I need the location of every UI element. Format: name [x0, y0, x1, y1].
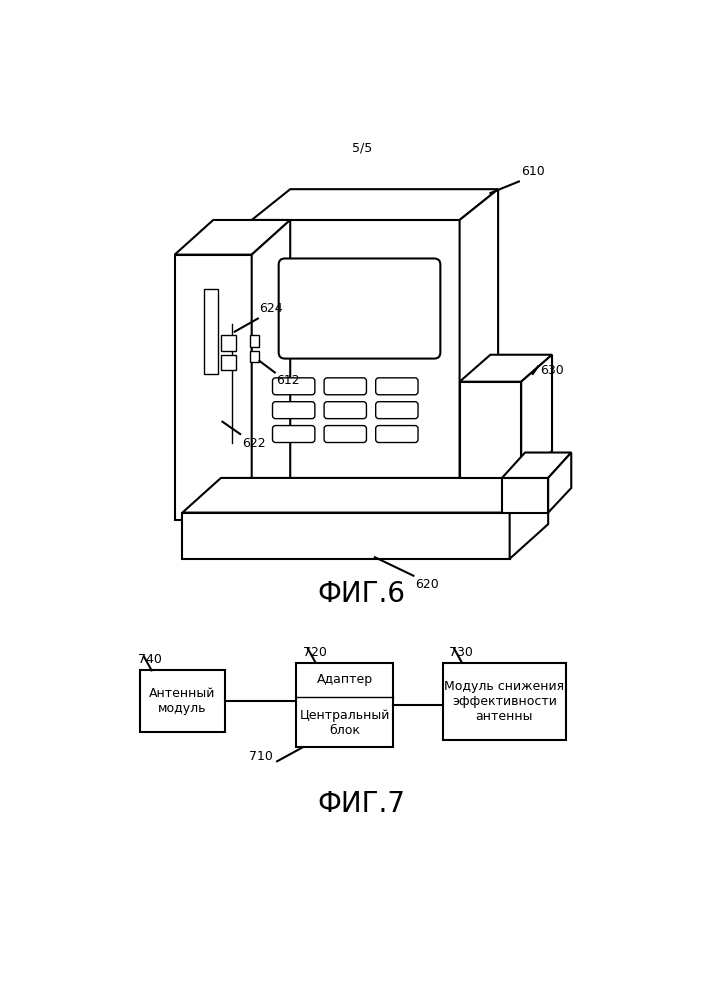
Text: ФИГ.7: ФИГ.7	[318, 790, 406, 818]
FancyBboxPatch shape	[324, 402, 366, 419]
Text: 730: 730	[449, 645, 473, 658]
Text: Центральный
блок: Центральный блок	[299, 708, 390, 737]
Text: ФИГ.6: ФИГ.6	[318, 580, 406, 608]
Polygon shape	[252, 189, 498, 220]
Text: Модуль снижения
эффективности
антенны: Модуль снижения эффективности антенны	[444, 679, 564, 722]
Bar	[221, 355, 237, 371]
Text: 710: 710	[249, 750, 273, 763]
FancyBboxPatch shape	[324, 378, 366, 395]
Polygon shape	[252, 220, 290, 512]
FancyBboxPatch shape	[376, 402, 418, 419]
Text: Антенный
модуль: Антенный модуль	[149, 687, 215, 715]
Polygon shape	[182, 478, 548, 512]
Polygon shape	[460, 355, 552, 382]
Polygon shape	[510, 478, 548, 558]
Bar	[250, 351, 259, 363]
Bar	[297, 662, 393, 747]
Text: Адаптер: Адаптер	[316, 673, 373, 686]
FancyBboxPatch shape	[273, 378, 315, 395]
Text: 620: 620	[415, 578, 438, 591]
Polygon shape	[182, 512, 510, 558]
FancyBboxPatch shape	[376, 378, 418, 395]
Polygon shape	[252, 220, 460, 512]
Text: 5/5: 5/5	[352, 142, 372, 155]
Text: 630: 630	[539, 364, 563, 377]
Bar	[250, 336, 259, 347]
FancyBboxPatch shape	[324, 426, 366, 443]
Polygon shape	[460, 189, 498, 512]
Polygon shape	[521, 355, 552, 478]
FancyBboxPatch shape	[273, 426, 315, 443]
Bar	[221, 336, 237, 351]
Text: 740: 740	[138, 653, 162, 666]
Text: 612: 612	[276, 374, 300, 387]
Polygon shape	[174, 220, 290, 255]
FancyBboxPatch shape	[376, 426, 418, 443]
Polygon shape	[460, 382, 521, 478]
FancyBboxPatch shape	[273, 402, 315, 419]
Bar	[140, 670, 225, 732]
Text: 720: 720	[303, 645, 326, 658]
FancyBboxPatch shape	[279, 259, 441, 359]
Bar	[443, 662, 566, 739]
Text: 624: 624	[259, 302, 283, 315]
Polygon shape	[174, 255, 252, 520]
Text: 610: 610	[521, 165, 545, 178]
Polygon shape	[502, 478, 548, 512]
Text: 622: 622	[241, 438, 265, 451]
Polygon shape	[502, 453, 571, 478]
Bar	[204, 290, 218, 374]
Polygon shape	[548, 453, 571, 512]
